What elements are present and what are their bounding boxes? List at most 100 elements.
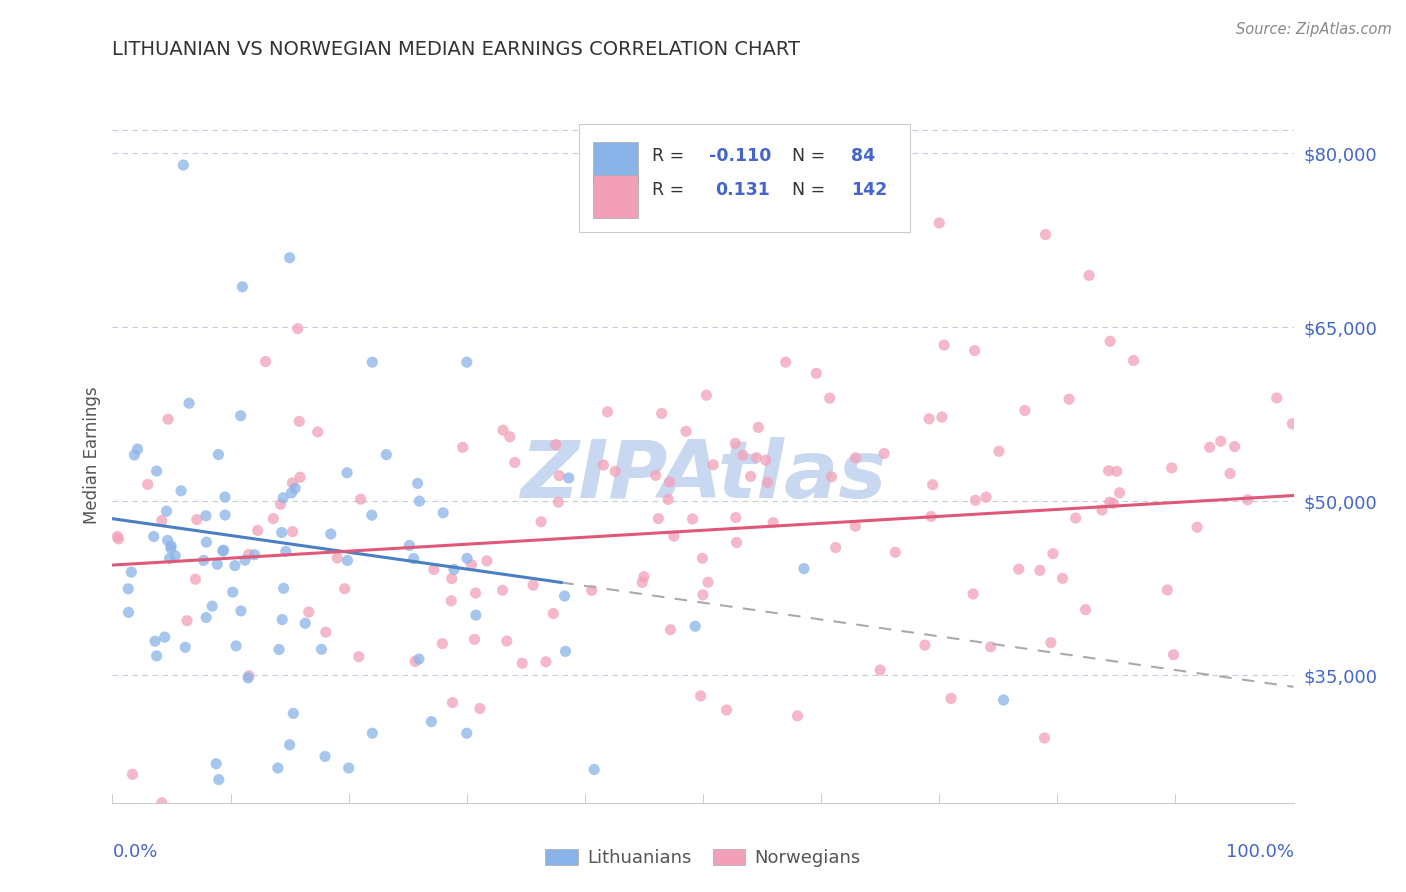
- Point: [224, 558, 246, 573]
- Point: [287, 321, 309, 335]
- Point: [231, 280, 253, 294]
- FancyBboxPatch shape: [579, 124, 910, 232]
- Point: [873, 446, 896, 460]
- Point: [762, 516, 785, 530]
- Text: 100.0%: 100.0%: [1226, 843, 1294, 861]
- Point: [662, 529, 685, 543]
- Point: [157, 412, 180, 426]
- Point: [914, 638, 936, 652]
- Point: [271, 491, 294, 505]
- Point: [921, 477, 943, 491]
- Point: [404, 655, 426, 669]
- Point: [548, 468, 571, 483]
- Text: -0.110: -0.110: [709, 147, 772, 165]
- Point: [233, 553, 256, 567]
- Point: [451, 441, 474, 455]
- Point: [647, 511, 669, 525]
- Text: N =: N =: [792, 147, 831, 165]
- Text: R =: R =: [652, 147, 690, 165]
- Point: [375, 448, 398, 462]
- Text: LITHUANIAN VS NORWEGIAN MEDIAN EARNINGS CORRELATION CHART: LITHUANIAN VS NORWEGIAN MEDIAN EARNINGS …: [112, 40, 800, 59]
- Text: N =: N =: [792, 181, 831, 199]
- Point: [965, 493, 987, 508]
- Point: [337, 761, 360, 775]
- Point: [273, 582, 295, 596]
- Point: [440, 594, 463, 608]
- Point: [920, 509, 942, 524]
- Point: [503, 455, 526, 469]
- Point: [1160, 461, 1182, 475]
- Point: [884, 545, 907, 559]
- Point: [724, 436, 747, 450]
- Point: [657, 492, 679, 507]
- Point: [440, 572, 463, 586]
- Point: [195, 535, 218, 549]
- Point: [281, 524, 304, 539]
- Point: [238, 548, 260, 562]
- Point: [1035, 227, 1057, 242]
- Point: [824, 541, 846, 555]
- Point: [745, 450, 768, 465]
- Point: [658, 475, 681, 489]
- Point: [160, 541, 183, 556]
- Point: [793, 562, 815, 576]
- Point: [1008, 562, 1031, 576]
- Point: [1091, 503, 1114, 517]
- Point: [869, 663, 891, 677]
- Point: [806, 367, 828, 381]
- Point: [475, 554, 498, 568]
- Point: [740, 469, 762, 483]
- Point: [534, 655, 557, 669]
- Point: [408, 652, 430, 666]
- Point: [398, 539, 420, 553]
- Point: [165, 549, 187, 563]
- Point: [692, 551, 714, 566]
- Point: [278, 738, 301, 752]
- Point: [298, 605, 321, 619]
- Point: [238, 669, 260, 683]
- Point: [1223, 440, 1246, 454]
- Point: [280, 486, 302, 500]
- Point: [530, 515, 553, 529]
- Point: [596, 405, 619, 419]
- Point: [724, 510, 747, 524]
- Point: [962, 587, 984, 601]
- Point: [931, 410, 953, 425]
- Point: [142, 530, 165, 544]
- Text: R =: R =: [652, 181, 690, 199]
- Point: [225, 639, 247, 653]
- Point: [170, 483, 193, 498]
- Point: [172, 158, 194, 172]
- Point: [786, 708, 808, 723]
- Point: [918, 412, 941, 426]
- Point: [278, 251, 301, 265]
- Text: 84: 84: [851, 147, 875, 165]
- Point: [150, 513, 173, 527]
- Point: [281, 475, 304, 490]
- Point: [336, 466, 359, 480]
- Point: [725, 535, 748, 549]
- Point: [499, 430, 522, 444]
- Point: [605, 464, 627, 478]
- Point: [246, 524, 269, 538]
- Point: [633, 569, 655, 583]
- Point: [695, 388, 717, 402]
- Point: [1042, 547, 1064, 561]
- Point: [755, 453, 778, 467]
- Point: [212, 543, 235, 558]
- Point: [432, 506, 454, 520]
- Point: [270, 525, 292, 540]
- Point: [254, 354, 277, 368]
- Point: [844, 519, 866, 533]
- Point: [117, 582, 139, 596]
- Legend: Lithuanians, Norwegians: Lithuanians, Norwegians: [538, 841, 868, 874]
- Point: [408, 494, 430, 508]
- Point: [1052, 571, 1074, 585]
- Point: [145, 648, 167, 663]
- Point: [288, 414, 311, 428]
- Text: 142: 142: [851, 181, 887, 199]
- Point: [495, 634, 517, 648]
- Point: [644, 468, 666, 483]
- Point: [1219, 467, 1241, 481]
- Point: [314, 749, 336, 764]
